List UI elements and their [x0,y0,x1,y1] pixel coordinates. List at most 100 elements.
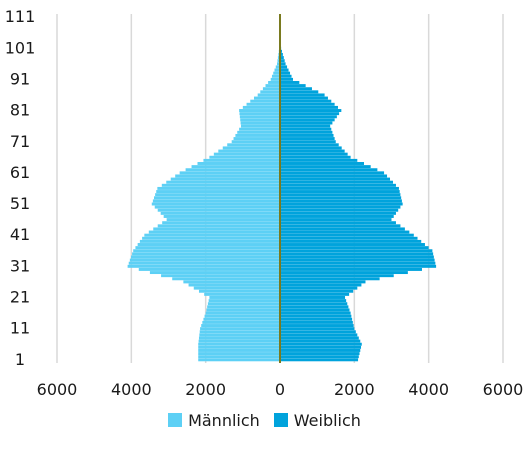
bar-weiblich-age-64 [280,162,364,165]
bar-maennlich-age-27 [172,277,280,281]
bar-weiblich-age-97 [280,59,285,63]
bar-weiblich-age-35 [280,252,434,256]
y-tick-label-31: 31 [10,256,30,275]
legend-label-maennlich: Männlich [188,410,260,430]
bar-maennlich-age-78 [240,118,280,122]
bar-maennlich-age-16 [205,311,280,315]
bar-maennlich-age-91 [270,77,280,81]
bar-weiblich-age-32 [280,261,436,265]
bar-weiblich-age-53 [280,196,402,200]
bar-maennlich-age-43 [153,227,280,231]
x-axis-tick-labels: 6000 4000 2000 0 2000 4000 6000 [37,380,524,399]
bar-maennlich-age-18 [207,305,280,309]
bar-maennlich-age-88 [262,87,280,91]
bar-maennlich-age-37 [135,246,280,250]
bar-weiblich-age-11 [280,327,355,331]
bar-maennlich-age-23 [198,289,280,293]
x-tick-label-6: 6000 [483,380,524,399]
bar-weiblich-age-50 [280,205,401,209]
bar-maennlich-age-84 [250,99,280,103]
bar-maennlich-age-85 [253,96,280,100]
bar-weiblich-age-63 [280,165,371,169]
bar-weiblich-age-61 [280,171,385,175]
legend-label-weiblich: Weiblich [293,410,361,430]
bar-maennlich-age-32 [128,261,280,265]
bar-weiblich-age-74 [280,130,333,134]
bar-maennlich-age-89 [265,84,280,88]
bar-weiblich-age-92 [280,74,292,78]
bar-weiblich-age-9 [280,333,358,337]
bar-weiblich-age-67 [280,152,348,156]
bar-weiblich-age-4 [280,348,361,352]
bar-weiblich-age-44 [280,224,401,228]
bar-weiblich-age-90 [280,80,300,84]
bar-maennlich-age-71 [231,140,280,144]
bar-maennlich-age-39 [139,239,280,243]
x-tick-label-5: 4000 [408,380,449,399]
bar-weiblich-age-51 [280,202,403,206]
bar-maennlich-age-83 [246,102,280,106]
y-tick-label-71: 71 [10,132,30,151]
bar-weiblich-age-42 [280,230,410,234]
bar-maennlich-age-96 [277,62,280,66]
bar-weiblich-age-17 [280,308,350,312]
bar-maennlich-age-61 [179,171,280,175]
bar-weiblich-age-34 [280,255,434,259]
legend-item-maennlich[interactable]: Männlich [168,411,260,430]
bar-weiblich-age-8 [280,336,359,340]
bar-maennlich-age-8 [198,336,280,340]
bar-weiblich-age-26 [280,280,366,284]
bar-maennlich-age-19 [207,302,280,306]
bar-weiblich-age-85 [280,96,328,100]
bar-maennlich-age-72 [233,137,280,141]
bar-maennlich-age-80 [239,112,280,116]
bar-maennlich-age-53 [154,196,280,200]
bar-maennlich-age-30 [138,267,280,271]
y-tick-label-91: 91 [10,69,30,88]
x-tick-label-1: 4000 [111,380,152,399]
bar-maennlich-age-25 [188,283,280,287]
bar-weiblich-age-24 [280,286,358,290]
bar-maennlich-age-46 [166,218,280,222]
bar-weiblich-age-5 [280,345,362,349]
bar-weiblich-age-33 [280,258,435,262]
bar-weiblich-age-80 [280,112,340,116]
y-tick-label-11: 11 [10,319,30,338]
legend-swatch-weiblich [273,413,288,427]
bar-weiblich-age-66 [280,155,351,159]
bar-weiblich-age-84 [280,99,332,103]
bar-weiblich-age-91 [280,77,294,81]
legend-item-weiblich[interactable]: Weiblich [273,410,361,430]
bar-weiblich-age-76 [280,124,331,128]
legend-swatch-maennlich [168,413,183,427]
bar-weiblich-age-19 [280,302,348,306]
bar-maennlich-age-29 [149,271,280,275]
bar-weiblich-age-15 [280,314,352,318]
bar-weiblich-age-38 [280,243,425,246]
bar-weiblich-age-7 [280,339,361,343]
bar-weiblich-age-49 [280,208,399,212]
bar-weiblich-age-89 [280,84,306,88]
bar-weiblich-age-75 [280,127,332,131]
bar-weiblich-age-46 [280,218,392,222]
bar-maennlich-age-94 [274,68,280,72]
bar-weiblich-age-18 [280,305,349,309]
bar-maennlich-age-22 [204,292,280,296]
bar-maennlich-age-2 [198,355,280,359]
bar-maennlich-age-54 [155,193,280,197]
x-tick-label-4: 2000 [334,380,375,399]
bar-maennlich-age-52 [152,199,280,203]
bar-weiblich-age-93 [280,71,291,75]
bar-maennlich-age-66 [209,155,280,159]
bar-weiblich-age-10 [280,330,356,334]
bar-weiblich-age-94 [280,68,289,72]
bar-weiblich-age-43 [280,227,405,231]
bar-weiblich-age-37 [280,246,429,250]
bar-maennlich-age-13 [202,320,280,324]
bar-weiblich-age-12 [280,324,354,328]
bar-weiblich-age-57 [280,183,396,187]
bar-weiblich-age-36 [280,249,433,253]
y-tick-label-101: 101 [5,38,36,57]
bar-weiblich-age-16 [280,311,351,315]
